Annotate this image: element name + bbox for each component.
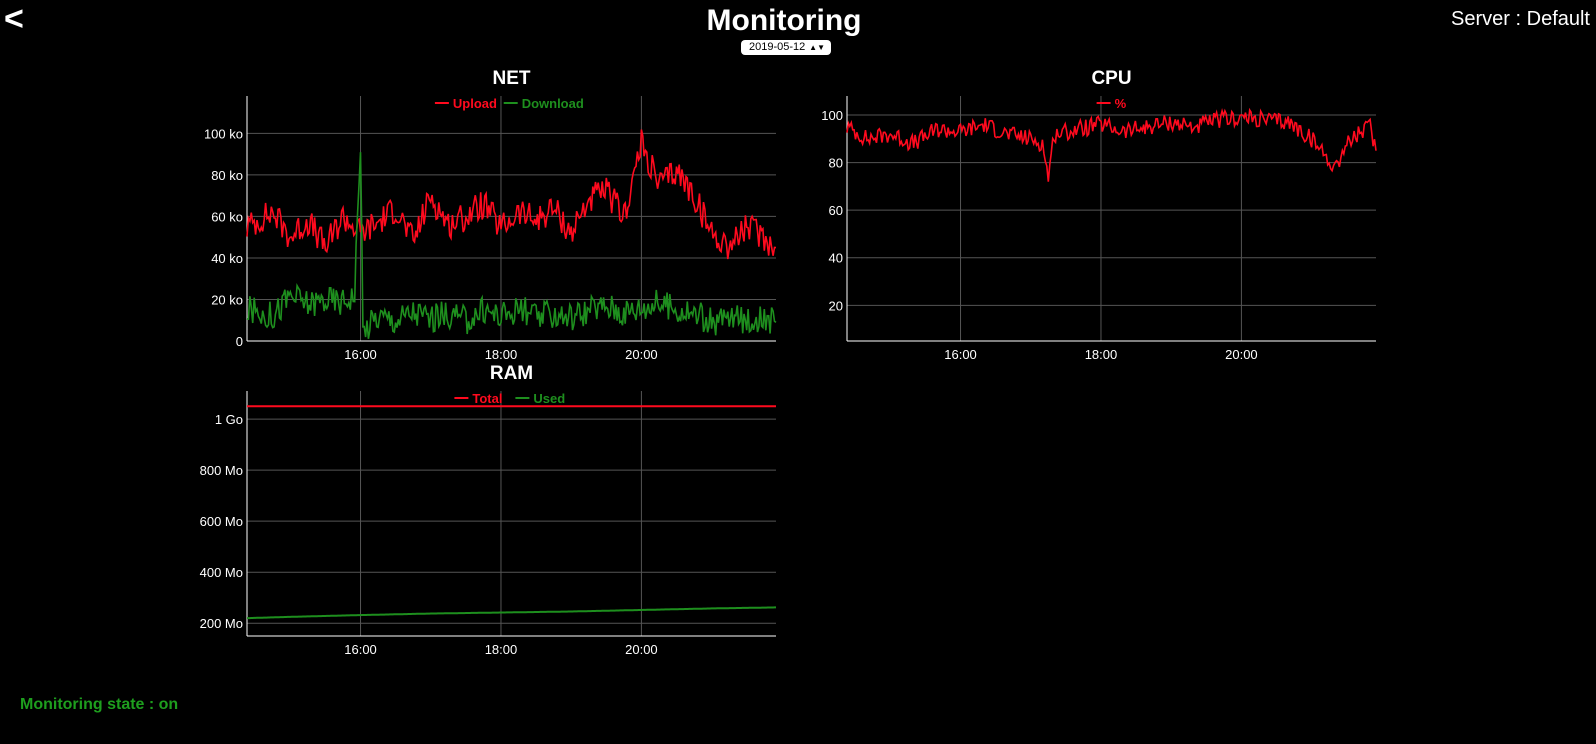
ram-chart: RAM 200 Mo 400 Mo 600 Mo 800 Mo 1 Go 16:00 18:0…: [200, 363, 776, 657]
legend-label: Download: [522, 96, 584, 111]
legend-label: %: [1115, 96, 1127, 111]
back-button[interactable]: <: [4, 0, 24, 38]
chart-title: NET: [493, 68, 531, 89]
y-tick-label: 20: [829, 298, 843, 313]
legend-label: Used: [533, 391, 565, 406]
chart-legend: Upload Download: [434, 96, 584, 111]
server-label: Server : Default: [1451, 8, 1590, 30]
x-tick-label: 20:00: [625, 642, 658, 657]
y-tick-label: 80 ko: [211, 168, 243, 183]
y-tick-label: 60: [829, 203, 843, 218]
x-tick-label: 18:00: [485, 347, 518, 362]
x-tick-label: 16:00: [944, 347, 977, 362]
chart-title: CPU: [1091, 68, 1131, 89]
y-tick-label: 400 Mo: [200, 565, 243, 580]
y-tick-label: 0: [236, 334, 243, 349]
series-line-: [846, 107, 1377, 182]
y-tick-label: 800 Mo: [200, 463, 243, 478]
legend-label: Total: [472, 391, 502, 406]
y-tick-label: 20 ko: [211, 292, 243, 307]
y-tick-label: 600 Mo: [200, 514, 243, 529]
y-tick-label: 100 ko: [204, 126, 243, 141]
x-tick-label: 18:00: [485, 642, 518, 657]
x-tick-label: 16:00: [344, 347, 377, 362]
series-line-upload: [246, 129, 777, 260]
x-tick-label: 16:00: [344, 642, 377, 657]
series-line-used: [247, 606, 776, 620]
x-tick-label: 20:00: [1225, 347, 1258, 362]
monitoring-state: Monitoring state : on: [20, 696, 179, 713]
y-tick-label: 80: [829, 156, 843, 171]
series-line-download: [246, 152, 777, 339]
y-tick-label: 60 ko: [211, 209, 243, 224]
cpu-chart: CPU 20 40 60 80 100 16:00 18:00 20:00%: [821, 68, 1377, 362]
y-tick-label: 40 ko: [211, 251, 243, 266]
legend-label: Upload: [453, 96, 497, 111]
x-tick-label: 18:00: [1085, 347, 1118, 362]
y-tick-label: 200 Mo: [200, 616, 243, 631]
net-chart: NET 0 20 ko 40 ko 60 ko 80 ko 100 ko 16:00 18:00…: [204, 68, 777, 362]
date-select-value: 2019-05-12: [749, 41, 806, 53]
y-tick-label: 40: [829, 251, 843, 266]
page-title: Monitoring: [706, 4, 862, 37]
y-tick-label: 1 Go: [215, 412, 243, 427]
x-tick-label: 20:00: [625, 347, 658, 362]
updown-caret-icon: ▲▼: [809, 43, 825, 52]
chart-legend: Total Used: [454, 391, 565, 406]
date-select[interactable]: 2019-05-12 ▲▼: [741, 40, 831, 55]
chart-legend: %: [1096, 96, 1127, 111]
chart-title: RAM: [490, 363, 533, 384]
y-tick-label: 100: [821, 108, 843, 123]
